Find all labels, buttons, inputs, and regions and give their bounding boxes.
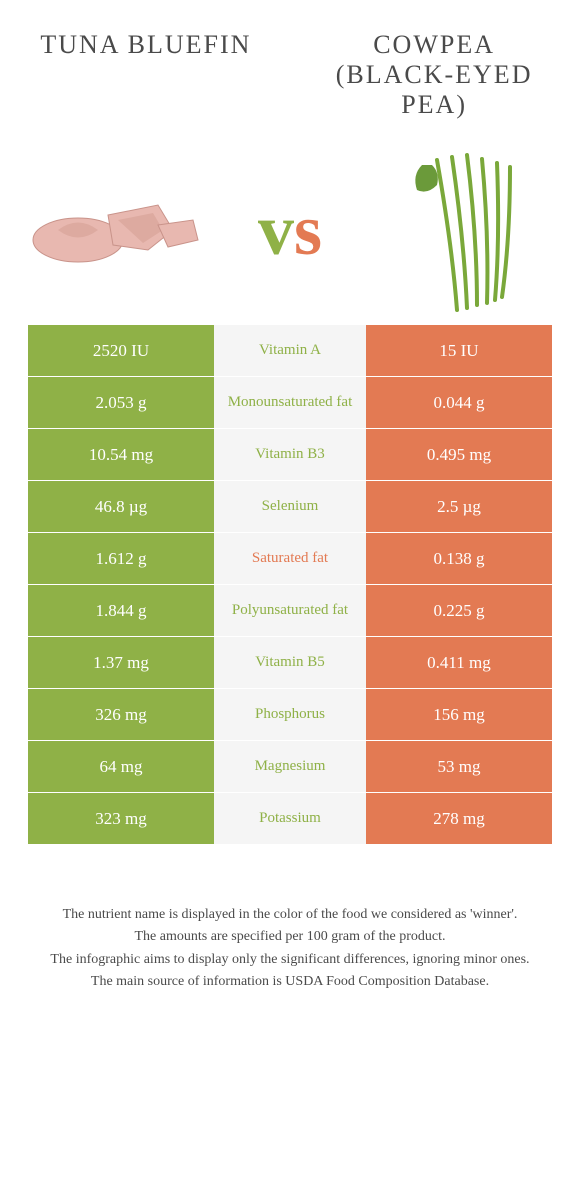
table-row: 10.54 mgVitamin B30.495 mg (28, 429, 552, 481)
right-value: 0.411 mg (366, 637, 552, 688)
table-row: 64 mgMagnesium53 mg (28, 741, 552, 793)
cowpea-image (372, 155, 552, 305)
left-value: 2520 IU (28, 325, 214, 376)
right-value: 15 IU (366, 325, 552, 376)
nutrient-label: Magnesium (214, 741, 366, 792)
comparison-table: 2520 IUVitamin A15 IU2.053 gMonounsatura… (28, 325, 552, 845)
right-value: 0.044 g (366, 377, 552, 428)
right-value: 0.495 mg (366, 429, 552, 480)
table-row: 1.612 gSaturated fat0.138 g (28, 533, 552, 585)
left-value: 1.612 g (28, 533, 214, 584)
left-value: 326 mg (28, 689, 214, 740)
footer-line: The amounts are specified per 100 gram o… (28, 927, 552, 947)
right-value: 0.225 g (366, 585, 552, 636)
images-row: vs (28, 155, 552, 305)
table-row: 46.8 µgSelenium2.5 µg (28, 481, 552, 533)
right-value: 0.138 g (366, 533, 552, 584)
left-value: 2.053 g (28, 377, 214, 428)
nutrient-label: Vitamin B5 (214, 637, 366, 688)
vs-s: s (294, 189, 322, 272)
right-value: 278 mg (366, 793, 552, 844)
vs-label: vs (258, 189, 322, 272)
left-value: 1.844 g (28, 585, 214, 636)
left-value: 10.54 mg (28, 429, 214, 480)
nutrient-label: Vitamin B3 (214, 429, 366, 480)
table-row: 2520 IUVitamin A15 IU (28, 325, 552, 377)
header: Tuna Bluefin Cowpea (Black-Eyed Pea) (28, 30, 552, 120)
nutrient-label: Saturated fat (214, 533, 366, 584)
left-value: 1.37 mg (28, 637, 214, 688)
right-food-title: Cowpea (Black-Eyed Pea) (316, 30, 552, 120)
left-food-title: Tuna Bluefin (28, 30, 264, 60)
footer-line: The nutrient name is displayed in the co… (28, 905, 552, 925)
nutrient-label: Phosphorus (214, 689, 366, 740)
table-row: 323 mgPotassium278 mg (28, 793, 552, 845)
table-row: 2.053 gMonounsaturated fat0.044 g (28, 377, 552, 429)
table-row: 1.844 gPolyunsaturated fat0.225 g (28, 585, 552, 637)
nutrient-label: Polyunsaturated fat (214, 585, 366, 636)
right-value: 156 mg (366, 689, 552, 740)
left-value: 64 mg (28, 741, 214, 792)
nutrient-label: Potassium (214, 793, 366, 844)
left-value: 46.8 µg (28, 481, 214, 532)
table-row: 1.37 mgVitamin B50.411 mg (28, 637, 552, 689)
footer-notes: The nutrient name is displayed in the co… (28, 905, 552, 992)
tuna-image (28, 155, 208, 305)
footer-line: The main source of information is USDA F… (28, 972, 552, 992)
nutrient-label: Monounsaturated fat (214, 377, 366, 428)
vs-v: v (258, 189, 294, 272)
footer-line: The infographic aims to display only the… (28, 950, 552, 970)
left-value: 323 mg (28, 793, 214, 844)
right-value: 53 mg (366, 741, 552, 792)
right-value: 2.5 µg (366, 481, 552, 532)
nutrient-label: Vitamin A (214, 325, 366, 376)
nutrient-label: Selenium (214, 481, 366, 532)
table-row: 326 mgPhosphorus156 mg (28, 689, 552, 741)
